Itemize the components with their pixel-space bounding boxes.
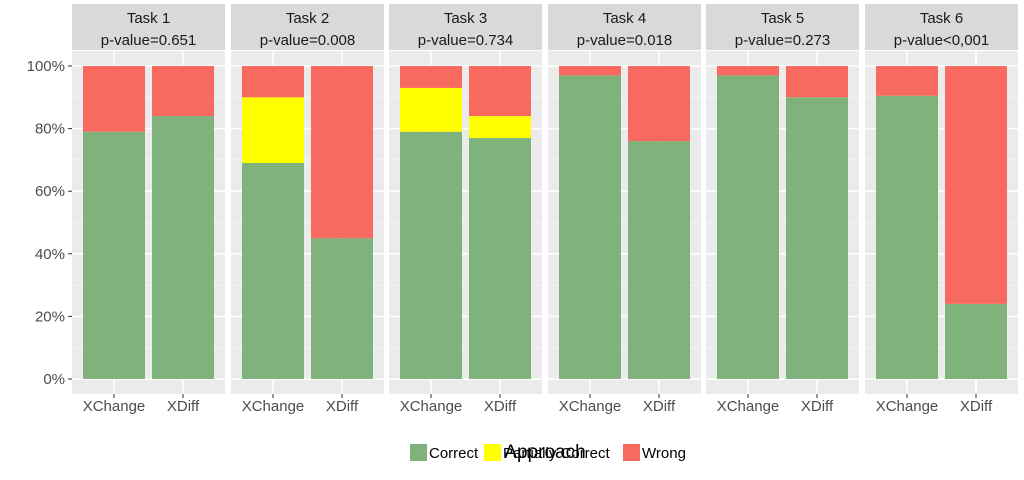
- bar-segment-wrong: [628, 66, 690, 142]
- facet-panel: Task 2 p-value=0.008 XChange XDiff: [231, 4, 384, 415]
- facet-panel: Task 5 p-value=0.273 XChange XDiff: [706, 4, 859, 415]
- bar-segment-wrong: [400, 66, 462, 88]
- facet-strip: [548, 4, 701, 50]
- x-tick-label: XDiff: [326, 398, 359, 415]
- legend-swatch: [623, 444, 640, 461]
- bar-segment-correct: [628, 141, 690, 379]
- y-tick-label: 100%: [27, 58, 65, 75]
- bar-segment-correct: [717, 75, 779, 379]
- facet-title: Task 1: [127, 10, 170, 27]
- facet-panel: Task 3 p-value=0.734 XChange XDiff: [389, 4, 542, 415]
- bar-segment-wrong: [559, 66, 621, 76]
- y-tick-label: 0%: [43, 371, 65, 388]
- bar-segment-wrong: [469, 66, 531, 117]
- bar-segment-correct: [311, 238, 373, 379]
- x-axis-title: Approach: [504, 442, 585, 463]
- bar-segment-partially-correct: [469, 116, 531, 138]
- y-tick-label: 20%: [35, 308, 65, 325]
- legend-swatch: [484, 444, 501, 461]
- y-tick-label: 60%: [35, 183, 65, 200]
- facet-strip: [72, 4, 225, 50]
- y-axis: 0% 20% 40% 60% 80% 100%: [27, 58, 72, 388]
- x-tick-label: XDiff: [801, 398, 834, 415]
- x-tick-label: XChange: [242, 398, 305, 415]
- bar-segment-wrong: [242, 66, 304, 98]
- x-tick-label: XChange: [876, 398, 939, 415]
- legend-label: Partially Correct: [503, 445, 611, 462]
- bar-segment-correct: [469, 137, 531, 379]
- legend: Correct Partially Correct Wrong: [410, 444, 686, 462]
- bar-segment-wrong: [786, 66, 848, 98]
- bar-segment-wrong: [876, 66, 938, 96]
- bar-segment-correct: [945, 303, 1007, 379]
- facet-strip: [231, 4, 384, 50]
- bar-segment-correct: [559, 75, 621, 379]
- bar-segment-correct: [242, 163, 304, 379]
- facet-strip: [865, 4, 1018, 50]
- bar-segment-correct: [152, 116, 214, 379]
- facet-title: Task 6: [920, 10, 963, 27]
- x-tick-label: XDiff: [484, 398, 517, 415]
- x-tick-label: XDiff: [643, 398, 676, 415]
- facet-strip: [389, 4, 542, 50]
- facet-panel: Task 1 p-value=0.651 XChange XDiff: [72, 4, 225, 415]
- x-tick-label: XChange: [559, 398, 622, 415]
- facet-subtitle: p-value<0,001: [894, 32, 990, 49]
- facet-subtitle: p-value=0.651: [101, 32, 197, 49]
- bar-segment-wrong: [945, 66, 1007, 304]
- bar-segment-correct: [83, 131, 145, 379]
- bar-segment-wrong: [717, 66, 779, 76]
- bar-segment-wrong: [152, 66, 214, 117]
- facet-subtitle: p-value=0.734: [418, 32, 514, 49]
- y-tick-label: 40%: [35, 246, 65, 263]
- facet-panel: Task 6 p-value<0,001 XChange XDiff: [865, 4, 1018, 415]
- legend-swatch: [410, 444, 427, 461]
- bar-segment-partially-correct: [400, 87, 462, 132]
- bar-segment-correct: [400, 131, 462, 379]
- bar-segment-wrong: [83, 66, 145, 132]
- y-tick-label: 80%: [35, 121, 65, 138]
- facet-panel: Task 4 p-value=0.018 XChange XDiff: [548, 4, 701, 415]
- x-tick-label: XChange: [717, 398, 780, 415]
- legend-label: Correct: [429, 445, 479, 462]
- legend-label: Wrong: [642, 445, 686, 462]
- x-tick-label: XChange: [400, 398, 463, 415]
- facet-subtitle: p-value=0.273: [735, 32, 831, 49]
- facet-title: Task 3: [444, 10, 487, 27]
- bar-segment-correct: [786, 97, 848, 380]
- x-tick-label: XChange: [83, 398, 146, 415]
- facet-title: Task 4: [603, 10, 646, 27]
- facet-title: Task 2: [286, 10, 329, 27]
- bar-segment-partially-correct: [242, 97, 304, 164]
- facet-title: Task 5: [761, 10, 804, 27]
- facet-subtitle: p-value=0.008: [260, 32, 356, 49]
- panels-layer: Task 1 p-value=0.651 XChange XDiff Task 2 p-v…: [72, 4, 1018, 415]
- bar-segment-wrong: [311, 66, 373, 239]
- x-tick-label: XDiff: [167, 398, 200, 415]
- x-tick-label: XDiff: [960, 398, 993, 415]
- bar-segment-correct: [876, 95, 938, 380]
- facet-subtitle: p-value=0.018: [577, 32, 673, 49]
- facet-strip: [706, 4, 859, 50]
